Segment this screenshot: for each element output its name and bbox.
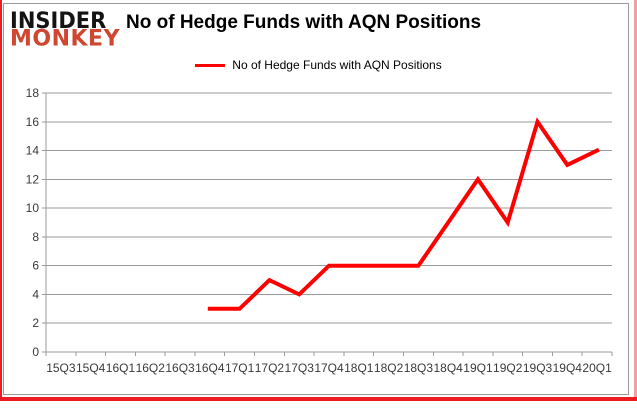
x-tick-label: 17Q1: [225, 361, 255, 375]
y-tick-label: 14: [26, 144, 40, 158]
y-tick-label: 8: [32, 230, 39, 244]
x-tick-label: 19Q2: [493, 361, 523, 375]
x-tick-label: 18Q3: [404, 361, 434, 375]
red-border-bottom: [0, 397, 637, 401]
y-tick-label: 16: [26, 115, 40, 129]
logo-insider-text: INSIDER: [10, 7, 107, 34]
y-tick-label: 12: [26, 172, 40, 186]
x-tick-label: 16Q4: [195, 361, 225, 375]
legend: No of Hedge Funds with AQN Positions: [0, 58, 637, 72]
y-tick-label: 10: [26, 201, 40, 215]
x-tick-label: 19Q4: [553, 361, 583, 375]
x-tick-label: 15Q4: [76, 361, 106, 375]
x-tick-label: 20Q1: [582, 361, 612, 375]
legend-line-swatch: [195, 63, 226, 67]
y-tick-label: 0: [32, 345, 39, 359]
red-border-right: [634, 0, 637, 401]
x-tick-label: 18Q4: [433, 361, 463, 375]
x-tick-label: 17Q3: [285, 361, 315, 375]
y-tick-label: 4: [32, 287, 39, 301]
x-tick-label: 15Q3: [46, 361, 76, 375]
logo-monkey-text: MONKEY: [10, 25, 121, 52]
x-tick-label: 18Q1: [344, 361, 374, 375]
insider-monkey-logo: INSIDER MONKEY: [10, 7, 121, 52]
y-tick-label: 2: [32, 316, 39, 330]
x-tick-label: 18Q2: [374, 361, 404, 375]
series-line: [207, 117, 600, 311]
x-tick-label: 17Q4: [314, 361, 344, 375]
legend-label: No of Hedge Funds with AQN Positions: [232, 58, 442, 72]
y-tick-label: 6: [32, 259, 39, 273]
x-tick-label: 17Q2: [255, 361, 285, 375]
y-tick-label: 18: [26, 86, 40, 100]
x-tick-label: 16Q1: [106, 361, 136, 375]
x-tick-label: 19Q1: [463, 361, 493, 375]
chart-frame: [3, 3, 629, 395]
red-border-left: [0, 0, 2, 401]
x-tick-label: 19Q3: [523, 361, 553, 375]
x-tick-label: 16Q3: [165, 361, 195, 375]
chart-title: No of Hedge Funds with AQN Positions: [126, 12, 482, 33]
x-tick-label: 16Q2: [136, 361, 166, 375]
